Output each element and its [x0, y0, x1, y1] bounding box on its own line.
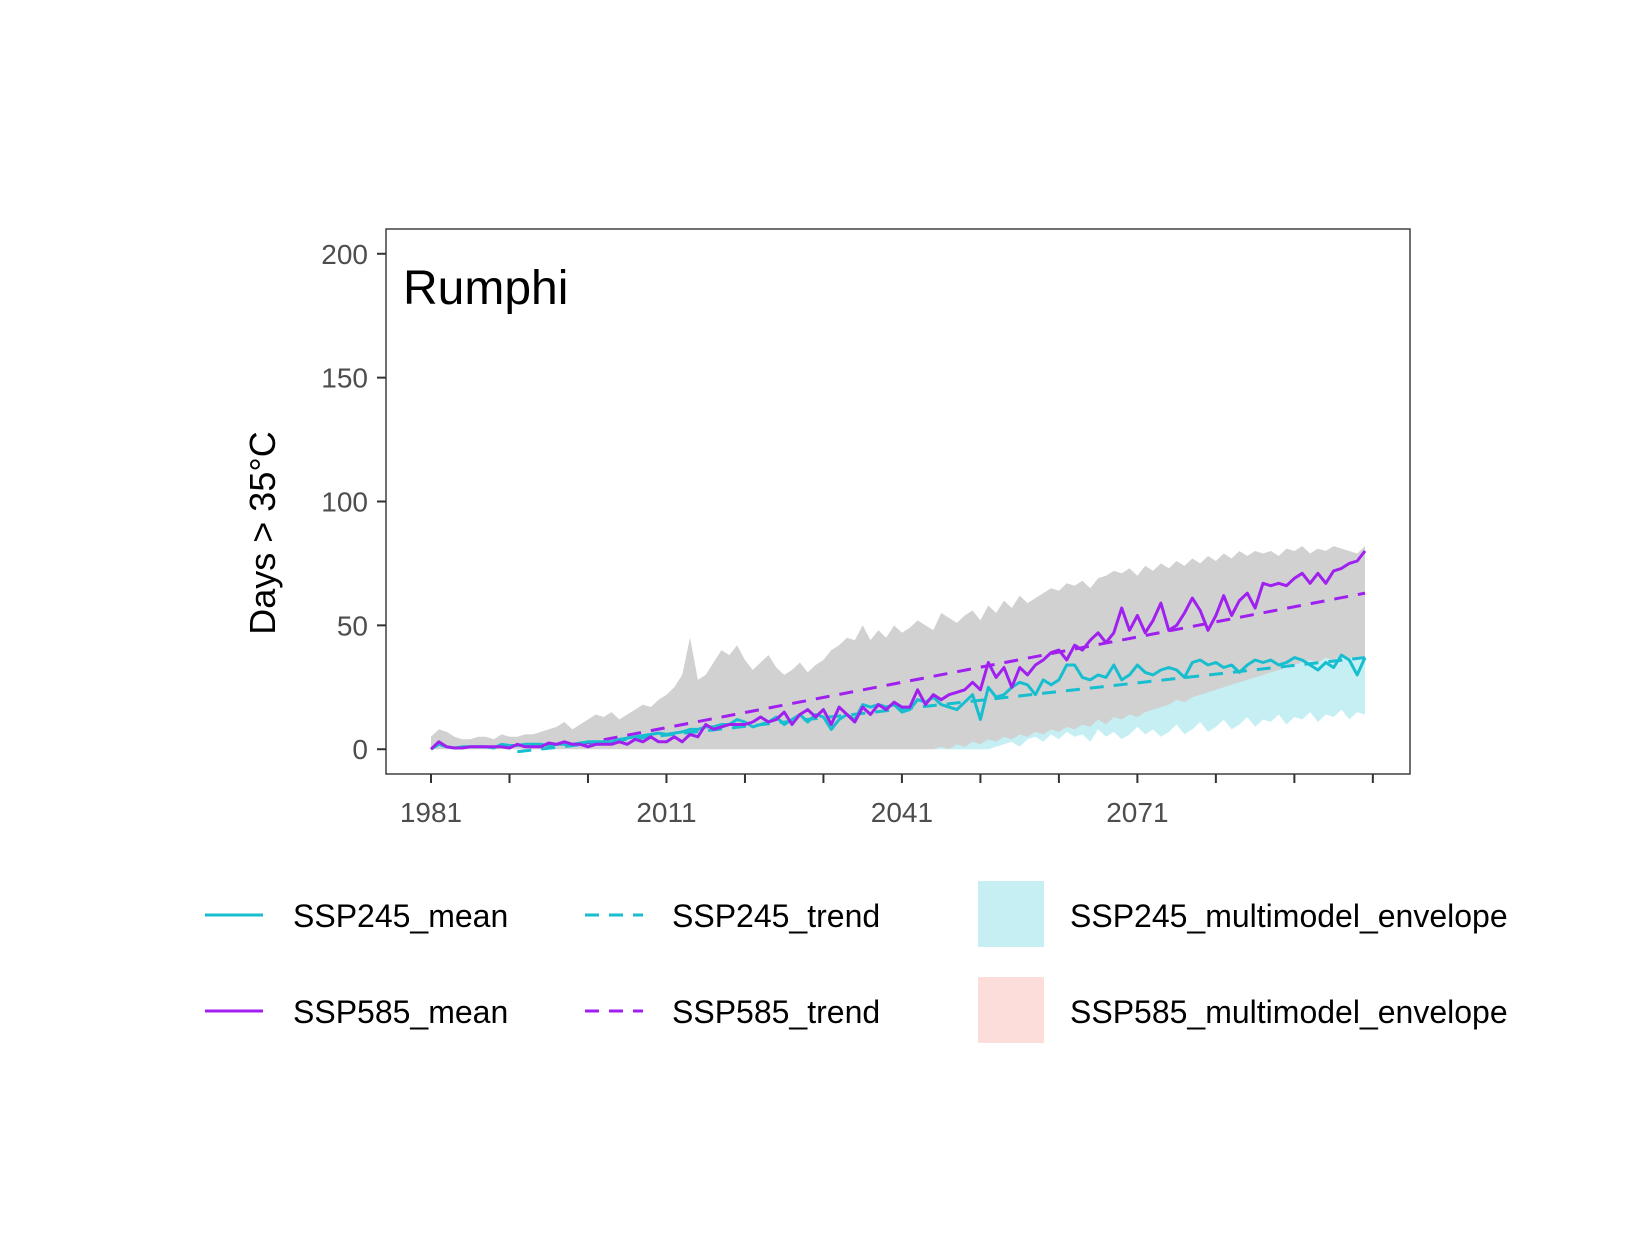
mean-line-layer — [429, 550, 1367, 751]
legend-label: SSP585_trend — [672, 994, 880, 1030]
envelope-ssp245-multimodel-envelope — [431, 546, 1365, 750]
x-tick-label: 2071 — [1106, 797, 1168, 828]
legend-label: SSP245_trend — [672, 898, 880, 934]
trend-ssp585-trend — [579, 591, 1366, 746]
envelope-layer — [431, 546, 1365, 750]
y-axis: 0 50 100 150 200 — [321, 239, 386, 765]
x-tick-label: 1981 — [400, 797, 462, 828]
legend-key-fill — [978, 977, 1044, 1043]
x-tick-label: 2011 — [636, 797, 696, 828]
line-ssp585-mean — [429, 550, 1367, 751]
legend-label: SSP585_multimodel_envelope — [1070, 994, 1508, 1030]
y-tick-label: 100 — [321, 487, 368, 518]
legend-label: SSP245_multimodel_envelope — [1070, 898, 1508, 934]
x-axis: 1981 2011 2041 2071 — [400, 774, 1374, 828]
legend: SSP245_mean SSP245_trend SSP245_multimodel… — [205, 881, 1508, 1043]
panel-title: Rumphi — [403, 262, 568, 315]
legend-key-fill — [978, 881, 1044, 947]
legend-label: SSP245_mean — [293, 898, 508, 934]
y-tick-label: 150 — [321, 363, 368, 394]
legend-label: SSP585_mean — [293, 994, 508, 1030]
y-tick-label: 50 — [337, 610, 368, 641]
line-ssp245-mean — [430, 653, 1367, 751]
y-tick-label: 0 — [352, 734, 368, 765]
plot-area — [385, 228, 1411, 775]
trend-layer — [517, 591, 1366, 754]
envelope-ssp585-multimodel-envelope — [431, 546, 1365, 750]
y-axis-label: Days > 35°C — [242, 431, 283, 634]
y-tick-label: 200 — [321, 239, 368, 270]
x-tick-label: 2041 — [871, 797, 933, 828]
